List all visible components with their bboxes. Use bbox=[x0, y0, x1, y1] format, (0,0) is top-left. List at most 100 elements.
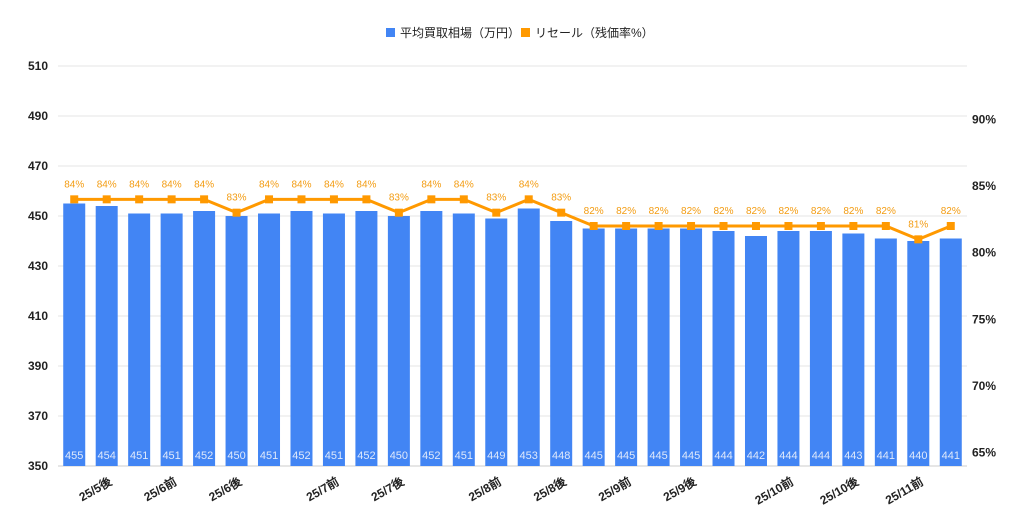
line-label: 83% bbox=[486, 193, 506, 204]
bar-label: 445 bbox=[584, 450, 602, 462]
bar-label: 451 bbox=[130, 450, 148, 462]
bar-label: 449 bbox=[487, 450, 505, 462]
x-axis-tick: 25/9後 bbox=[660, 473, 699, 504]
x-axis-tick: 25/11前 bbox=[882, 474, 925, 508]
legend-label-bar: 平均買取相場（万円） bbox=[400, 26, 520, 40]
line-point bbox=[167, 195, 176, 204]
line-point bbox=[329, 195, 338, 204]
legend-label-line: リセール（残価率%） bbox=[535, 25, 654, 40]
line-point bbox=[816, 222, 825, 230]
line-point bbox=[849, 222, 858, 230]
line-label: 82% bbox=[584, 206, 604, 217]
line-label: 82% bbox=[649, 206, 669, 217]
bar bbox=[193, 211, 216, 466]
line-label: 84% bbox=[356, 179, 376, 190]
x-axis-tick: 25/7後 bbox=[368, 473, 407, 504]
line-point bbox=[200, 195, 209, 204]
line-point bbox=[459, 195, 468, 204]
bar bbox=[128, 213, 151, 466]
bar-label: 441 bbox=[942, 450, 960, 462]
line-label: 83% bbox=[389, 193, 409, 204]
bar-label: 445 bbox=[682, 450, 700, 462]
bar bbox=[290, 211, 313, 466]
left-axis-tick: 370 bbox=[28, 409, 48, 423]
left-axis-tick: 490 bbox=[28, 109, 48, 123]
line-point bbox=[70, 195, 79, 204]
line-label: 82% bbox=[681, 206, 701, 217]
bar-label: 451 bbox=[260, 450, 278, 462]
line-label: 84% bbox=[162, 179, 182, 190]
bar-label: 445 bbox=[649, 450, 667, 462]
bar bbox=[485, 218, 508, 466]
x-axis-tick: 25/10後 bbox=[817, 473, 862, 508]
bar bbox=[712, 231, 735, 466]
line-label: 84% bbox=[129, 179, 149, 190]
x-axis-tick: 25/10前 bbox=[752, 474, 796, 508]
line-label: 82% bbox=[616, 206, 636, 217]
right-axis-tick: 85% bbox=[972, 179, 996, 193]
line-point bbox=[427, 195, 436, 204]
line-label: 84% bbox=[324, 179, 344, 190]
bar-label: 454 bbox=[98, 450, 116, 462]
bar bbox=[95, 206, 118, 466]
bar-label: 451 bbox=[162, 450, 180, 462]
bar-label: 451 bbox=[325, 450, 343, 462]
x-axis-tick: 25/6後 bbox=[206, 473, 245, 504]
bar bbox=[842, 233, 865, 466]
bar bbox=[322, 213, 345, 466]
line-point bbox=[492, 208, 501, 217]
bar-label: 455 bbox=[65, 450, 83, 462]
left-axis-tick: 450 bbox=[28, 209, 48, 223]
bar bbox=[647, 228, 670, 466]
bar bbox=[550, 221, 573, 466]
right-axis-tick: 65% bbox=[972, 446, 996, 460]
line-label: 82% bbox=[811, 206, 831, 217]
x-axis-tick: 25/5後 bbox=[76, 473, 115, 504]
bar bbox=[387, 216, 410, 466]
bar bbox=[258, 213, 281, 466]
line-point bbox=[914, 235, 923, 244]
line-point bbox=[687, 222, 696, 230]
line-label: 84% bbox=[454, 179, 474, 190]
x-axis-tick: 25/6前 bbox=[141, 474, 179, 505]
x-axis-tick: 25/8前 bbox=[466, 474, 504, 505]
line-point bbox=[946, 222, 955, 230]
line-point bbox=[654, 222, 663, 230]
legend-swatch-bar bbox=[386, 28, 395, 37]
bar-label: 453 bbox=[520, 450, 538, 462]
bar bbox=[939, 238, 962, 466]
line-label: 84% bbox=[259, 179, 279, 190]
line-label: 81% bbox=[908, 219, 928, 230]
bar-label: 444 bbox=[714, 450, 732, 462]
left-axis-tick: 350 bbox=[28, 459, 48, 473]
line-point bbox=[135, 195, 144, 204]
bar bbox=[63, 203, 86, 466]
bar bbox=[225, 216, 248, 466]
line-label: 82% bbox=[941, 206, 961, 217]
bar-label: 445 bbox=[617, 450, 635, 462]
bar-label: 442 bbox=[747, 450, 765, 462]
bar bbox=[160, 213, 183, 466]
line-label: 84% bbox=[64, 179, 84, 190]
bar-label: 448 bbox=[552, 450, 570, 462]
line-point bbox=[881, 222, 890, 230]
line-point bbox=[362, 195, 371, 204]
bar-label: 444 bbox=[812, 450, 830, 462]
line-point bbox=[784, 222, 793, 230]
bar-label: 441 bbox=[877, 450, 895, 462]
line-label: 82% bbox=[714, 206, 734, 217]
left-axis-tick: 510 bbox=[28, 59, 48, 73]
bar-label: 452 bbox=[292, 450, 310, 462]
line-point bbox=[524, 195, 533, 204]
bar-label: 452 bbox=[195, 450, 213, 462]
line-label: 82% bbox=[746, 206, 766, 217]
line-point bbox=[297, 195, 306, 204]
left-axis-tick: 410 bbox=[28, 309, 48, 323]
left-axis-tick: 470 bbox=[28, 159, 48, 173]
line-point bbox=[622, 222, 631, 230]
line-label: 82% bbox=[876, 206, 896, 217]
bar bbox=[907, 241, 930, 466]
line-label: 83% bbox=[227, 193, 247, 204]
line-label: 82% bbox=[843, 206, 863, 217]
